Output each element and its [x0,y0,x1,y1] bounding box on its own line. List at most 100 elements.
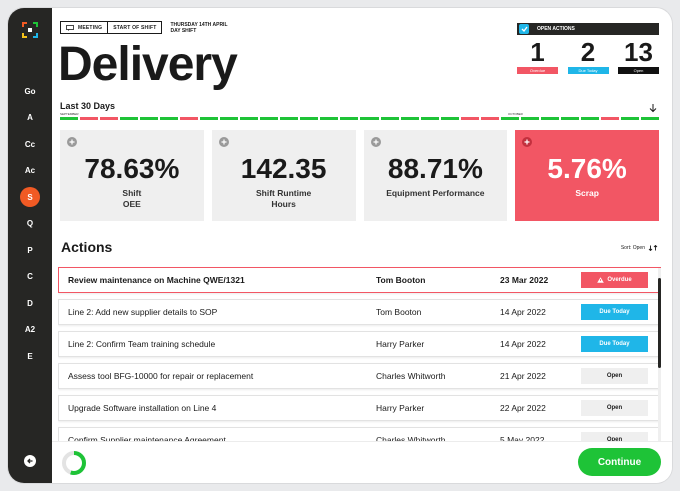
status-label: Open [606,437,623,443]
open-actions-count[interactable]: 1 Overdue [517,37,558,74]
actions-title: Actions [61,239,113,255]
check-icon [519,24,529,34]
day-status-segment [240,117,259,120]
action-owner: Harry Parker [376,403,425,413]
status-badge: Open [581,368,648,384]
action-row[interactable]: Review maintenance on Machine QWE/1321 To… [58,267,661,293]
kpi-card[interactable]: 5.76% Scrap [515,130,659,221]
plus-icon[interactable] [218,137,229,147]
kpi-card[interactable]: 78.63% Shift OEE [60,130,204,221]
plus-icon[interactable] [67,137,77,147]
sidebar-item[interactable]: Go [8,78,52,105]
back-button[interactable] [24,455,36,467]
history-title: Last 30 Days [60,101,116,111]
action-due-date: 21 Apr 2022 [500,371,546,381]
sidebar-item[interactable]: S [8,184,52,211]
kpi-value: 78.63% [84,153,180,184]
scrollbar-thumb[interactable] [658,278,661,368]
footer: Continue [52,441,672,483]
action-due-date: 23 Mar 2022 [500,275,549,285]
kpi-value: 142.35 [240,153,327,184]
kpi-value: 5.76% [547,153,627,184]
day-status-segment [380,117,399,120]
action-row[interactable]: Line 2: Add new supplier details to SOP T… [58,299,661,325]
sidebar-item[interactable]: A2 [8,317,52,344]
kpi-label: Shift Runtime Hours [212,188,356,210]
sidebar-item-label: A2 [24,325,36,335]
sidebar-item-label: D [27,298,33,308]
count-label: Due Today [567,67,609,74]
status-label: Open [606,405,623,411]
day-status-segment [280,117,299,120]
month-start-label: SEPTEMBER [60,112,79,116]
action-title: Review maintenance on Machine QWE/1321 [68,275,245,285]
plus-icon[interactable] [522,137,533,147]
sidebar-item-label: Ac [24,166,36,176]
day-status-segment [480,117,499,120]
day-status-segment [140,117,159,120]
action-owner: Tom Booton [376,275,426,285]
download-icon[interactable] [648,103,658,113]
kpi-label-line: Equipment Performance [386,188,485,198]
status-badge: Due Today [581,304,648,320]
count-label: Overdue [517,67,558,74]
plus-icon[interactable] [370,137,381,147]
sidebar-item[interactable]: D [8,290,52,317]
sidebar-item[interactable]: Ac [8,158,52,185]
kpi-card[interactable]: 88.71% Equipment Performance [363,130,508,221]
action-title: Confirm Supplier maintenance Agreement [68,435,226,443]
status-badge: Overdue [581,272,648,288]
action-row[interactable]: Upgrade Software installation on Line 4 H… [58,395,661,421]
history-timeline [60,117,659,121]
sidebar-item[interactable]: E [8,343,52,370]
day-status-segment [580,117,599,120]
day-status-segment [420,117,439,120]
scrollbar[interactable] [658,268,661,443]
sidebar-item[interactable]: Q [8,211,52,238]
progress-ring [62,451,86,475]
day-status-segment [560,117,579,120]
day-status-segment [160,117,179,120]
action-due-date: 14 Apr 2022 [500,307,546,317]
sidebar-item[interactable]: A [8,105,52,132]
sidebar: Go A Cc Ac S Q P C D A2 E [8,8,52,483]
day-status-segment [120,117,139,120]
sidebar-item-label: C [27,272,33,282]
action-row[interactable]: Line 2: Confirm Team training schedule Ha… [58,331,661,357]
open-actions-header: OPEN ACTIONS [517,23,659,35]
action-owner: Harry Parker [376,339,425,349]
action-title: Line 2: Confirm Team training schedule [68,339,216,349]
date-line: THURSDAY 14TH APRIL [170,21,228,28]
status-label: Due Today [599,341,630,347]
sort-icon [648,245,658,251]
sidebar-item-label: E [27,351,33,361]
open-actions-count[interactable]: 2 Due Today [567,37,609,74]
action-list: Confirm Supplier maintenance Agreement Ch… [58,260,661,443]
action-row[interactable]: Confirm Supplier maintenance Agreement Ch… [58,427,661,443]
sidebar-item[interactable]: C [8,264,52,291]
meeting-chip[interactable]: MEETING START OF SHIFT [60,21,163,34]
sidebar-item-label: A [27,113,33,123]
app-logo [22,22,38,38]
sort-control[interactable]: Sort: Open [621,245,658,251]
open-actions-counts: 1 Overdue 2 Due Today 13 Open [517,37,659,74]
action-row[interactable]: Assess tool BFG-10000 for repair or repl… [58,363,661,389]
continue-button[interactable]: Continue [578,448,661,476]
day-status-segment [460,117,479,120]
status-badge: Open [581,432,648,443]
day-status-segment [440,117,459,120]
kpi-label-line: Hours [271,199,296,209]
status-label: Due Today [599,309,630,315]
sidebar-nav: Go A Cc Ac S Q P C D A2 E [8,78,52,370]
action-due-date: 14 Apr 2022 [500,339,546,349]
action-title: Line 2: Add new supplier details to SOP [68,307,218,317]
open-actions-count[interactable]: 13 Open [618,37,659,74]
kpi-card[interactable]: 142.35 Shift Runtime Hours [211,130,356,221]
meeting-segment: MEETING [61,22,107,33]
sidebar-item[interactable]: P [8,237,52,264]
sidebar-item[interactable]: Cc [8,131,52,158]
app-frame: Go A Cc Ac S Q P C D A2 E MEETING START OF SHIFT [8,8,672,483]
status-badge: Due Today [581,336,648,352]
open-actions-title: OPEN ACTIONS [537,26,575,32]
count-value: 2 [580,37,596,67]
